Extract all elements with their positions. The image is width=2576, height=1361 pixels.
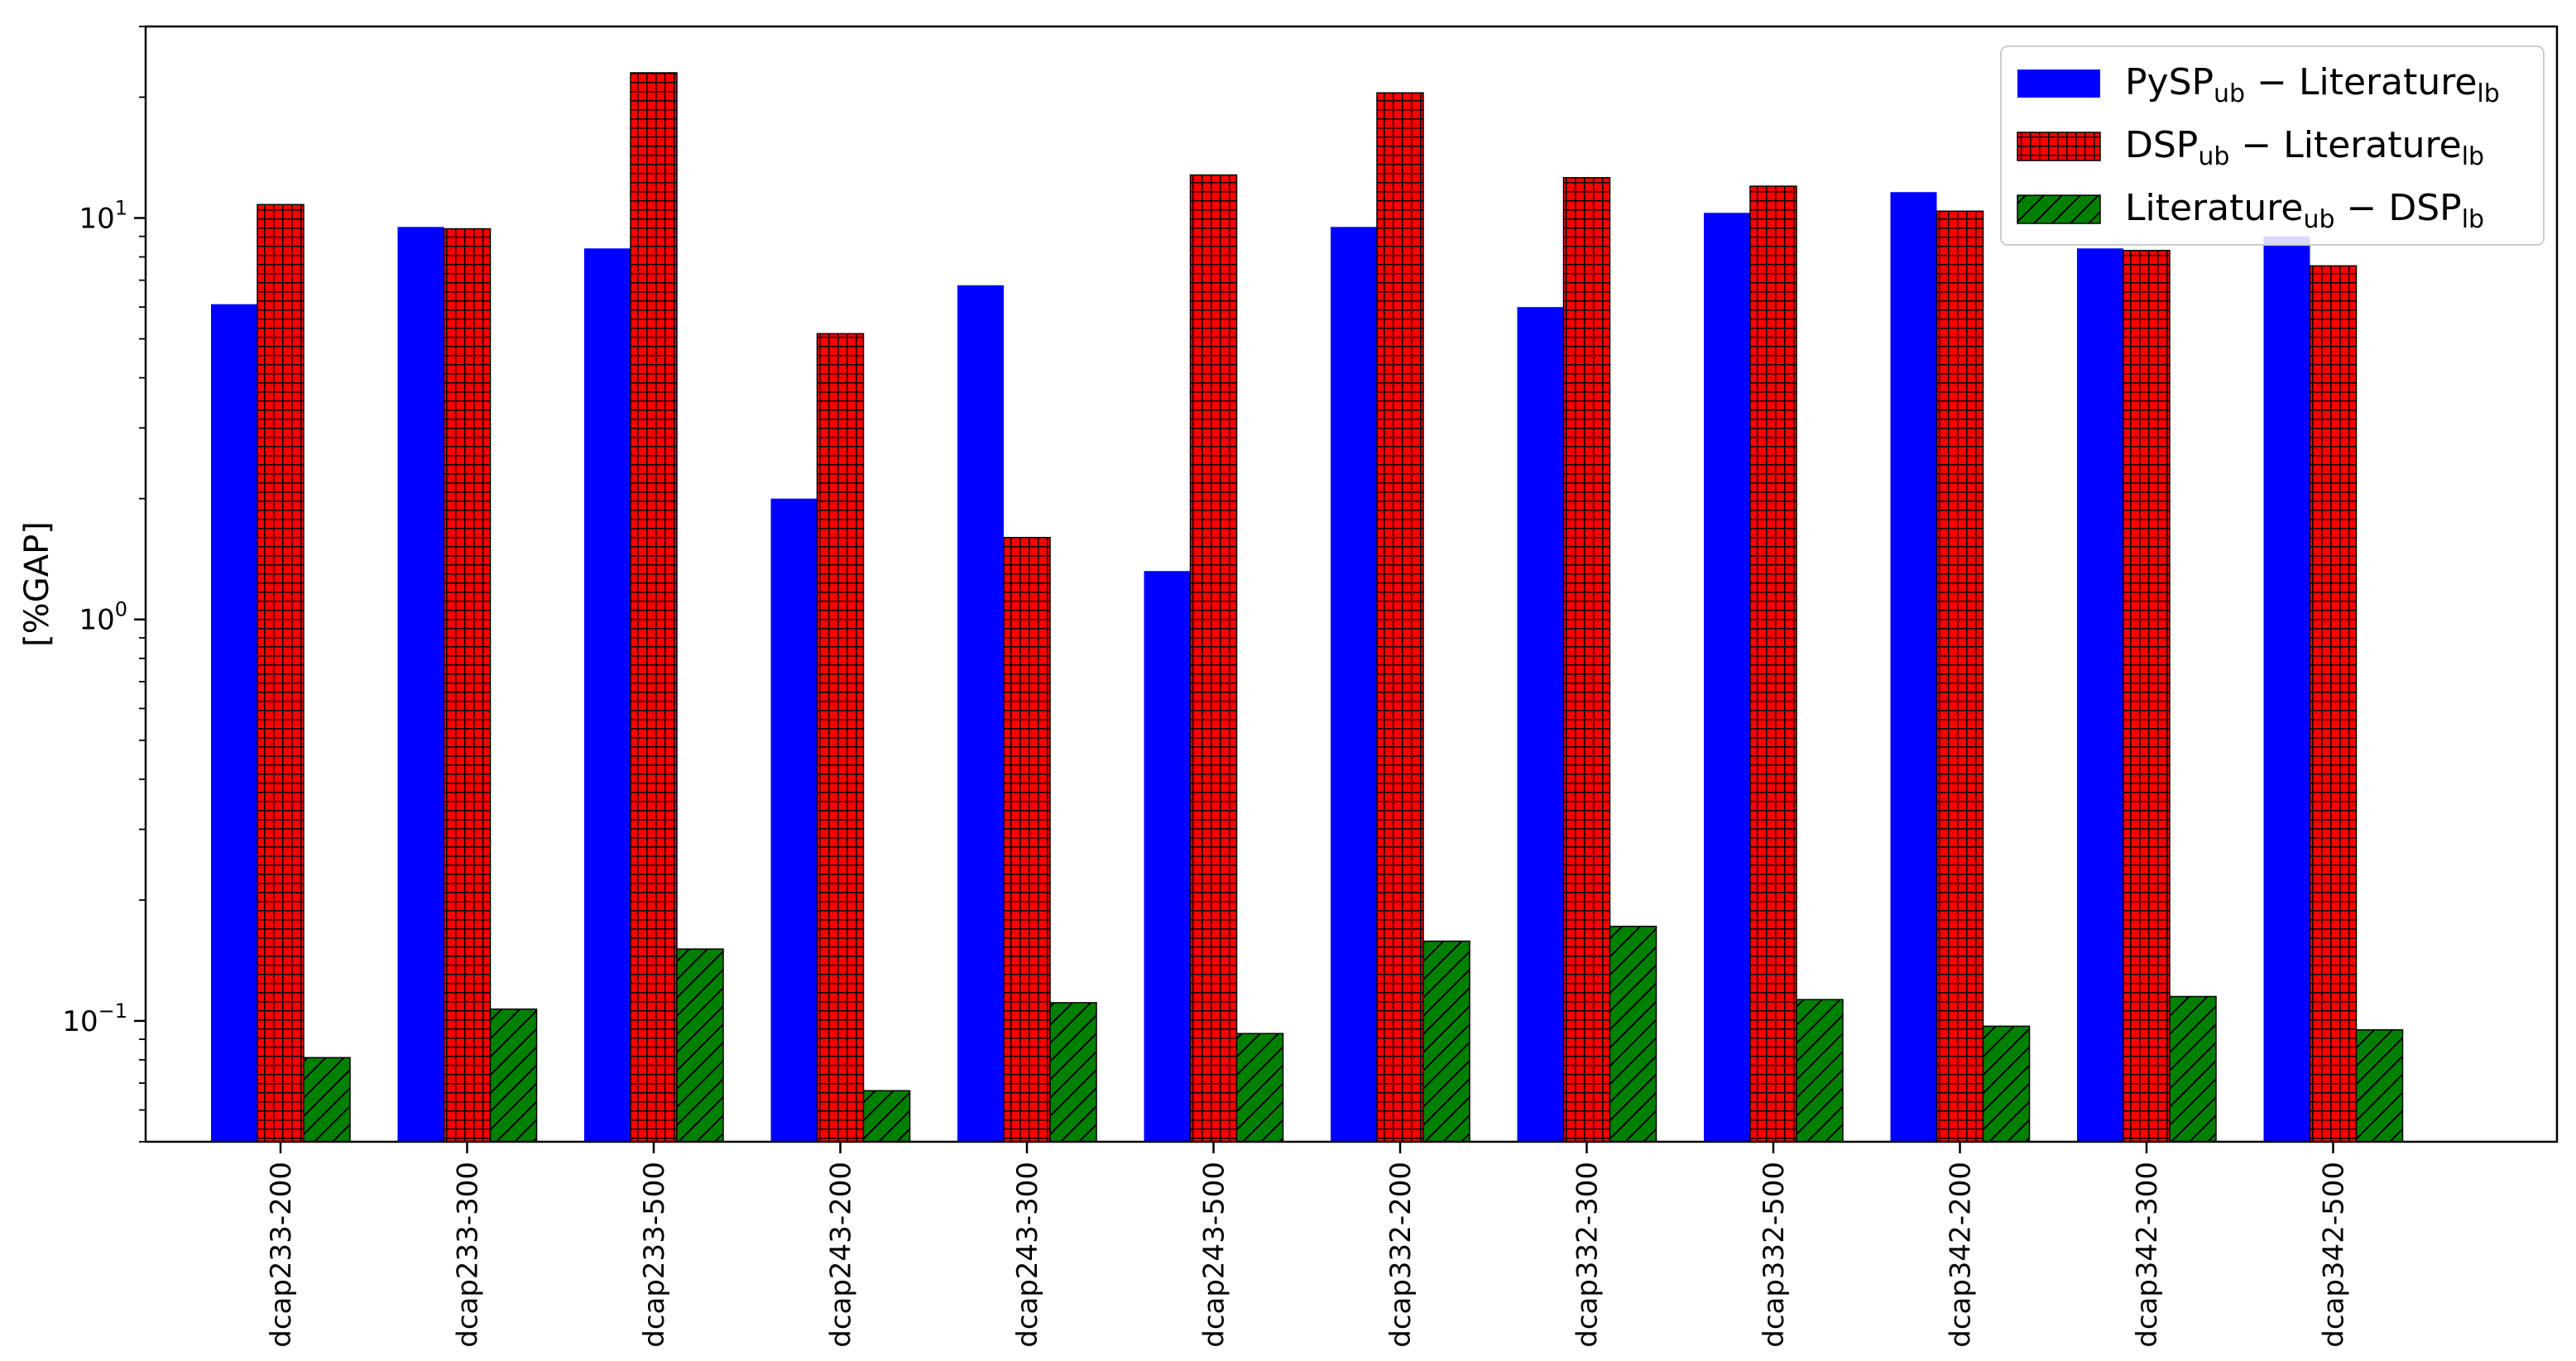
x-tick-label: dcap243-200 [825,1162,858,1348]
bar-1-dcap243-200 [770,498,818,1142]
bar-1-dcap243-500 [1144,571,1191,1142]
x-tick-label: dcap342-500 [2318,1162,2351,1348]
bar-2-dcap233-200 [257,204,305,1143]
x-tick-label: dcap243-500 [1198,1162,1231,1348]
plot-area [211,72,2404,1143]
x-tick-label: dcap342-300 [2131,1162,2164,1348]
legend-entry-1: PySPub − Literaturelb [2125,61,2500,108]
bar-3-dcap233-200 [303,1057,351,1143]
bar-1-dcap342-500 [2263,236,2310,1142]
x-tick-label: dcap332-500 [1758,1162,1791,1348]
bar-3-dcap332-300 [1609,925,1657,1143]
bar-2-dcap233-500 [630,72,678,1143]
x-tick-label: dcap233-300 [452,1162,485,1348]
bar-3-dcap332-200 [1422,940,1470,1143]
bar-3-dcap243-200 [862,1090,911,1143]
y-tick-label: 100 [79,598,127,637]
bar-3-dcap332-500 [1796,999,1844,1143]
bar-1-dcap233-200 [211,304,257,1142]
bar-3-dcap342-200 [1982,1025,2031,1143]
y-tick-label: 10−1 [62,999,127,1038]
bar-2-dcap342-200 [1936,210,1984,1143]
legend-entry-3: Literatureub − DSPlb [2125,187,2484,234]
y-tick-label: 101 [79,197,127,236]
legend-entry-2: DSPub − Literaturelb [2125,124,2484,171]
bar-3-dcap243-500 [1235,1033,1284,1143]
legend-swatch-3 [2017,194,2101,224]
x-tick-label: dcap243-300 [1011,1162,1044,1348]
bar-2-dcap243-500 [1189,174,1238,1143]
bar-2-dcap342-500 [2309,265,2358,1143]
x-tick-label: dcap342-200 [1945,1162,1978,1348]
x-tick-label: dcap332-200 [1384,1162,1418,1348]
bar-2-dcap243-200 [816,333,865,1143]
x-tick-label: dcap233-500 [638,1162,671,1348]
bar-1-dcap332-300 [1517,307,1564,1142]
bar-3-dcap342-300 [2169,995,2217,1143]
bar-3-dcap342-500 [2355,1028,2404,1143]
bar-3-dcap243-300 [1049,1002,1097,1143]
legend-box [2000,46,2545,246]
bar-2-dcap332-300 [1562,177,1611,1143]
axes: 10−1 100 101 [%GAP] dcap233-200 dcap233-300 dc… [18,25,2559,1348]
bar-1-dcap233-300 [397,227,444,1142]
bar-2-dcap342-300 [2123,250,2171,1143]
bar-1-dcap342-300 [2077,248,2123,1142]
bar-2-dcap243-300 [1003,536,1051,1143]
y-axis-label: [%GAP] [18,521,56,647]
bar-1-dcap342-200 [1890,192,1937,1142]
bar-2-dcap233-300 [443,228,492,1143]
bar-3-dcap233-500 [676,948,724,1143]
legend-swatch-2 [2017,132,2101,161]
bar-2-dcap332-200 [1376,92,1424,1143]
x-tick-label: dcap332-300 [1571,1162,1605,1348]
legend: PySPub − Literaturelb DSPub − Literaturel… [2000,46,2545,246]
x-tick-label: dcap233-200 [265,1162,298,1348]
axes-frame [144,25,2559,1143]
bar-1-dcap332-200 [1331,227,1377,1142]
bar-1-dcap332-500 [1704,213,1750,1142]
bar-2-dcap332-500 [1749,185,1797,1143]
bar-1-dcap233-500 [584,248,631,1142]
bar-1-dcap243-300 [957,285,1004,1143]
bar-3-dcap233-300 [489,1008,538,1143]
legend-swatch-1 [2017,69,2100,98]
